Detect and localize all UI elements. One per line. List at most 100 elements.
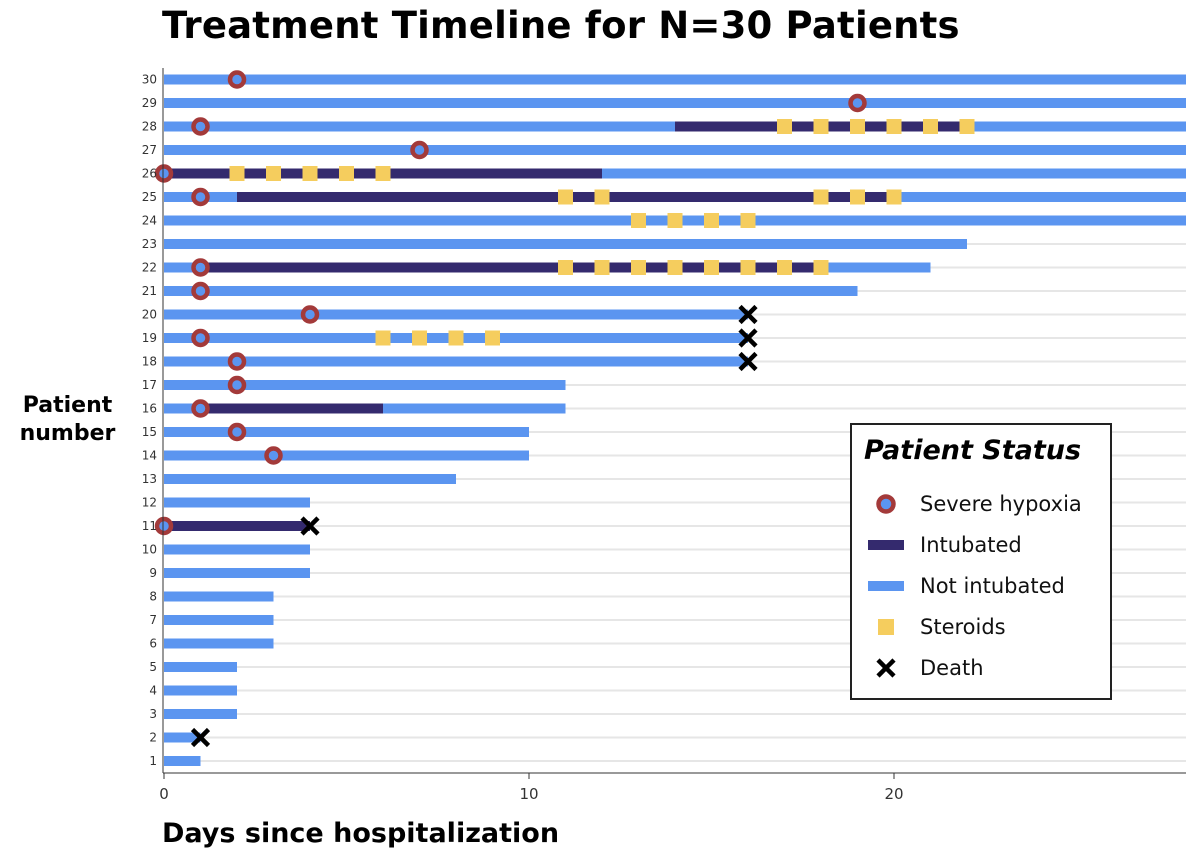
light-bar-icon: [868, 581, 904, 591]
steroid-marker: [740, 213, 756, 228]
steroid-marker: [375, 330, 391, 346]
death-stroke: [300, 516, 320, 536]
hypoxia-marker: [300, 305, 320, 324]
death-marker: [190, 727, 211, 748]
event-markers: [154, 70, 975, 748]
y-tick-label: 27: [142, 143, 157, 157]
not-intubated-bar: [164, 756, 201, 766]
steroid-marker: [631, 213, 646, 228]
steroid-marker: [266, 166, 281, 181]
steroid-marker: [740, 260, 756, 275]
steroid-marker: [667, 213, 683, 228]
y-tick-label: 16: [142, 402, 157, 416]
hypoxia-marker: [191, 399, 210, 418]
legend-item-not-intubated: Not intubated: [864, 569, 1104, 603]
legend-item-death: Death: [864, 651, 1104, 685]
y-tick-label: 9: [149, 566, 157, 580]
not-intubated-bar: [164, 168, 1186, 179]
steroid-marker: [412, 330, 427, 346]
intubated-bar: [200, 262, 821, 273]
steroid-marker: [959, 119, 975, 134]
not-intubated-bar: [164, 591, 274, 602]
not-intubated-bar: [164, 309, 748, 320]
hypoxia-marker: [191, 328, 210, 348]
steroid-marker: [704, 260, 719, 275]
steroid-marker: [813, 119, 829, 134]
not-intubated-bar: [164, 98, 1186, 108]
y-tick-label: 20: [142, 308, 157, 322]
steroid-marker: [448, 330, 464, 346]
steroid-marker: [558, 260, 573, 275]
y-tick-label: 30: [142, 73, 157, 87]
y-axis-label: Patient number: [19, 393, 116, 446]
hypoxia-marker: [410, 140, 429, 160]
death-stroke: [190, 727, 211, 748]
y-tick-label: 11: [142, 519, 157, 533]
legend-label: Not intubated: [920, 574, 1065, 598]
death-marker: [300, 516, 320, 536]
hypoxia-marker: [191, 187, 210, 207]
y-tick-label: 25: [142, 190, 157, 204]
steroid-marker: [558, 189, 573, 205]
legend-label: Intubated: [920, 533, 1022, 557]
y-tick-label: 26: [142, 167, 157, 181]
y-tick-label: 3: [149, 707, 157, 721]
not-intubated-bar: [164, 239, 967, 249]
death-marker: [738, 328, 758, 348]
dark-bar-icon: [868, 540, 904, 550]
y-tick-label: 18: [142, 355, 157, 369]
death-stroke: [738, 328, 758, 348]
not-intubated-bar: [164, 145, 1186, 155]
steroid-marker: [631, 260, 646, 275]
hypoxia-marker: [848, 93, 867, 113]
y-tick-label: 6: [149, 637, 157, 651]
x-axis-label: Days since hospitalization: [162, 818, 560, 849]
axes: 1234567891011121314151617181920212223242…: [142, 68, 1186, 803]
hypoxia-marker: [154, 164, 174, 183]
steroid-marker: [594, 189, 610, 205]
steroid-marker: [850, 189, 865, 205]
steroid-marker: [923, 119, 938, 134]
y-tick-label: 23: [142, 237, 157, 251]
y-tick-label: 8: [149, 590, 157, 604]
not-intubated-bar: [164, 380, 566, 390]
not-intubated-bar: [164, 732, 201, 743]
not-intubated-bar: [164, 685, 237, 696]
hollow-circle-icon: [876, 494, 896, 514]
steroid-marker: [777, 260, 792, 275]
hypoxia-marker: [227, 375, 247, 395]
y-tick-label: 28: [142, 120, 157, 134]
steroid-marker: [850, 119, 865, 134]
steroid-marker: [813, 260, 829, 275]
not-intubated-bar: [164, 709, 237, 719]
steroid-marker: [302, 166, 318, 181]
steroid-marker: [667, 260, 683, 275]
steroid-marker: [886, 119, 902, 134]
steroid-marker: [813, 189, 829, 205]
steroid-marker: [229, 166, 245, 181]
y-tick-label: 22: [142, 261, 157, 275]
intubated-bar: [200, 403, 383, 414]
steroid-marker: [375, 166, 391, 181]
y-tick-label: 24: [142, 214, 157, 228]
not-intubated-bar: [164, 450, 529, 461]
square-icon: [878, 619, 894, 635]
hypoxia-marker: [191, 117, 210, 136]
not-intubated-bar: [164, 568, 310, 578]
y-tick-label: 4: [149, 684, 157, 698]
y-tick-label: 21: [142, 284, 157, 298]
hypoxia-marker: [191, 281, 210, 301]
death-marker: [738, 351, 758, 372]
legend-item-intubated: Intubated: [864, 528, 1104, 562]
y-tick-label: 1: [149, 754, 157, 768]
hypoxia-marker: [154, 516, 174, 536]
hypoxia-marker: [227, 70, 247, 89]
legend-item-severe-hypoxia: Severe hypoxia: [864, 487, 1104, 521]
legend-label: Steroids: [920, 615, 1006, 639]
y-tick-label: 29: [142, 96, 157, 110]
intubated-bar: [164, 521, 310, 531]
chart-title: Treatment Timeline for N=30 Patients: [162, 4, 960, 47]
hypoxia-marker: [264, 446, 283, 465]
x-mark-icon: [876, 658, 896, 678]
hypoxia-marker: [191, 258, 210, 277]
